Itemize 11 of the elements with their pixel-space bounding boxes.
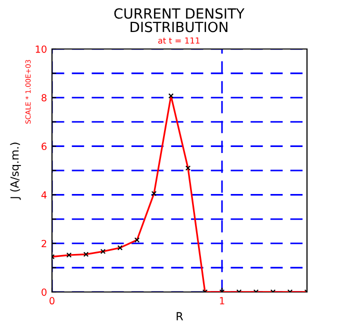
chart-title: CURRENT DENSITY DISTRIBUTION bbox=[114, 8, 245, 32]
y-tick-label: 0 bbox=[42, 288, 46, 296]
y-axis-title: J (A/sq.m.) bbox=[10, 142, 21, 200]
x-tick-label: 1 bbox=[220, 297, 224, 304]
x-axis-title: R bbox=[176, 312, 184, 320]
chart-subtitle: at t = 111 bbox=[158, 37, 200, 44]
y-tick-label: 10 bbox=[36, 45, 46, 53]
y-tick-label: 8 bbox=[42, 94, 46, 102]
y-tick-label: 4 bbox=[41, 191, 47, 198]
y-tick-label: 6 bbox=[42, 142, 47, 150]
y-tick-label: 2 bbox=[42, 240, 46, 248]
